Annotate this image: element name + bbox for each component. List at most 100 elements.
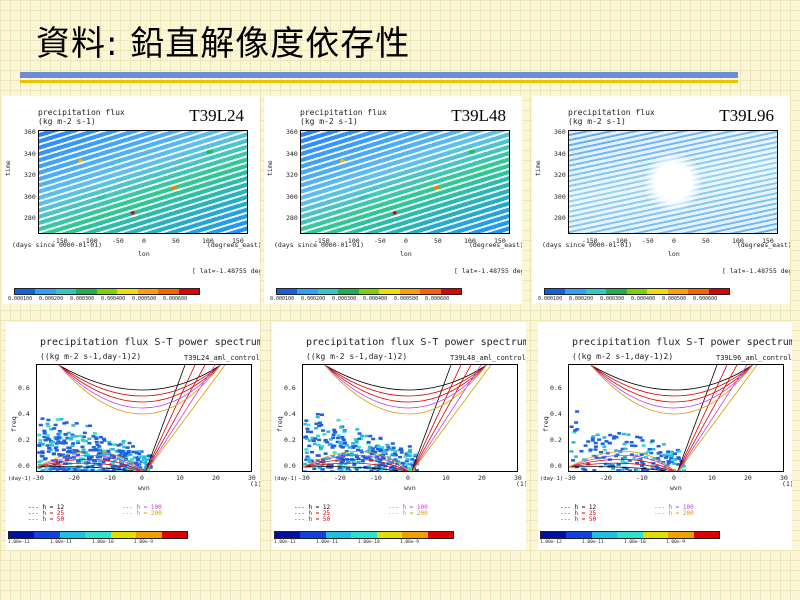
spectrum-power-cell [101,460,106,464]
spectrum-power-cell [623,457,628,460]
spectrum-power-cell [411,470,416,471]
spectrum-power-cell [115,469,120,471]
spectrum-power-cell [614,436,619,439]
spectrum-power-cell [593,448,598,451]
legend-line-icon: --- [388,510,403,517]
spectrum-power-cell [388,470,393,471]
spectrum-power-cell [650,467,655,470]
spectrum-power-cell [144,471,148,472]
spectrum-power-cell [61,448,66,451]
spectrum-power-cell [107,440,112,444]
legend-line-icon: --- [28,510,43,517]
hovmoller-plot [300,130,510,234]
spectrum-power-cell [408,454,413,457]
hovmoller-plot [568,130,778,234]
hovmoller-xtick: 100 [202,237,214,245]
hovmoller-colorbar-label: 0.000600 [693,296,718,302]
spectrum-power-cell [57,430,62,433]
spectrum-power-cell [378,462,383,465]
spectrum-power-cell [405,458,410,461]
spectrum-power-cell [378,437,383,440]
spectrum-power-cell [40,417,45,420]
colorbar-swatch [136,532,162,538]
spectrum-power-cell [127,441,132,445]
spectrum-panel: precipitation flux S-T power spectrum ((k… [538,322,792,550]
spectrum-power-cell [55,418,60,421]
hovmoller-x-units: (degrees_east) [207,241,260,249]
spectrum-power-cell [53,423,58,427]
spectrum-power-cell [342,453,347,456]
spectrum-power-cell [310,460,314,464]
hovmoller-var-title: precipitation flux [300,108,387,117]
spectrum-power-cell [123,452,128,455]
spectrum-power-cell [394,471,398,472]
spectrum-power-cell [41,442,46,446]
spectrum-power-cell [83,460,88,464]
hovmoller-xtick: 100 [464,237,476,245]
spectrum-power-cell [406,462,411,466]
spectrum-power-cell [666,450,670,453]
spectrum-run-label: T39L48_aml_control [450,354,526,362]
spectrum-power-cell [132,456,137,459]
hovmoller-colorbar [14,288,200,295]
spectrum-power-cell [318,447,323,451]
spectrum-power-cell [593,441,598,445]
spectrum-power-cell [354,439,359,443]
spectrum-power-cell [676,450,681,453]
spectrum-power-cell [58,441,63,445]
spectrum-power-cell [106,449,111,453]
colorbar-swatch [85,532,111,538]
spectrum-power-cell [336,468,341,471]
spectrum-power-cell [75,439,80,443]
legend-label: h = 200 [136,510,162,517]
spectrum-power-cell [332,471,336,472]
spectrum-power-cell [617,432,622,435]
colorbar-swatch [137,289,159,294]
spectrum-power-cell [360,470,365,471]
spectrum-power-cell [575,428,580,431]
dispersion-curve [58,365,221,391]
hovmoller-xtick: -150 [52,237,68,245]
spectrum-power-cell [312,467,317,471]
spectrum-power-cell [92,463,97,466]
spectrum-power-cell [569,450,574,453]
spectrum-legend-item: --- h = 200 [122,510,162,517]
spectrum-power-cell [641,462,646,466]
spectrum-power-cell [354,441,359,444]
spectrum-power-cell [382,449,387,453]
spectrum-power-cell [89,455,94,459]
spectrum-power-cell [645,468,650,471]
spectrum-power-cell [117,454,122,457]
spectrum-power-cell [323,438,328,442]
colorbar-swatch [541,532,567,538]
spectrum-power-cell [321,429,325,432]
spectrum-xtick: -10 [636,474,648,482]
spectrum-power-cell [47,446,52,450]
legend-label: h = 12 [42,504,65,511]
spectrum-legend-item: --- h = 12 [560,504,596,511]
spectrum-power-cell [95,443,100,447]
spectrum-power-cell [70,449,75,452]
spectrum-power-cell [644,452,648,455]
spectrum-power-cell [52,427,57,430]
colorbar-swatch [275,532,301,538]
spectrum-power-cell [53,446,58,450]
spectrum-power-cell [389,466,393,469]
spectrum-power-cell [607,442,612,445]
spectrum-power-cell [669,460,674,463]
spectrum-power-cell [320,464,325,467]
spectrum-power-cell [62,439,67,442]
spectrum-power-cell [639,452,644,456]
spectrum-power-cell [644,456,648,459]
spectrum-power-cell [672,462,677,465]
hovmoller-ytick: 320 [24,171,36,179]
hovmoller-panel: precipitation flux (kg m-2 s-1) T39L48 360 3… [264,96,522,304]
legend-line-icon: --- [294,516,309,523]
spectrum-xtick: -30 [32,474,44,482]
hovmoller-colorbar-label: 0.000600 [163,296,188,302]
spectrum-power-cell [88,424,92,427]
colorbar-swatch [617,532,643,538]
spectrum-power-cell [381,457,386,460]
spectrum-power-cell [118,470,123,471]
hovmoller-ytick: 340 [286,149,298,158]
